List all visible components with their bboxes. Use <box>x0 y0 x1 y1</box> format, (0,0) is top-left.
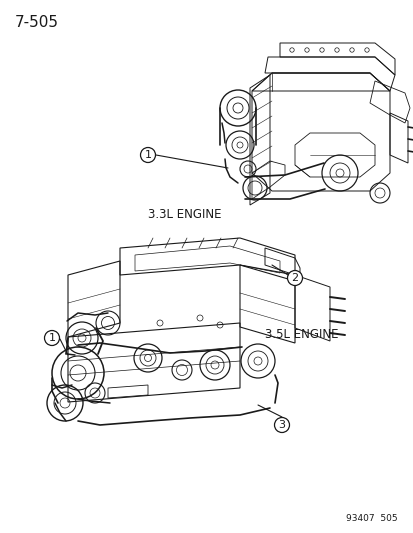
Circle shape <box>140 148 155 163</box>
Text: 93407  505: 93407 505 <box>346 514 397 523</box>
Circle shape <box>287 271 302 286</box>
Circle shape <box>44 330 59 345</box>
Text: 3.3L ENGINE: 3.3L ENGINE <box>148 208 221 222</box>
Text: 3: 3 <box>278 420 285 430</box>
Text: 2: 2 <box>291 273 298 283</box>
Text: 1: 1 <box>144 150 151 160</box>
Text: 3.5L ENGINE: 3.5L ENGINE <box>265 328 338 342</box>
Text: 7-505: 7-505 <box>15 15 59 30</box>
Circle shape <box>274 417 289 432</box>
Text: 1: 1 <box>48 333 55 343</box>
